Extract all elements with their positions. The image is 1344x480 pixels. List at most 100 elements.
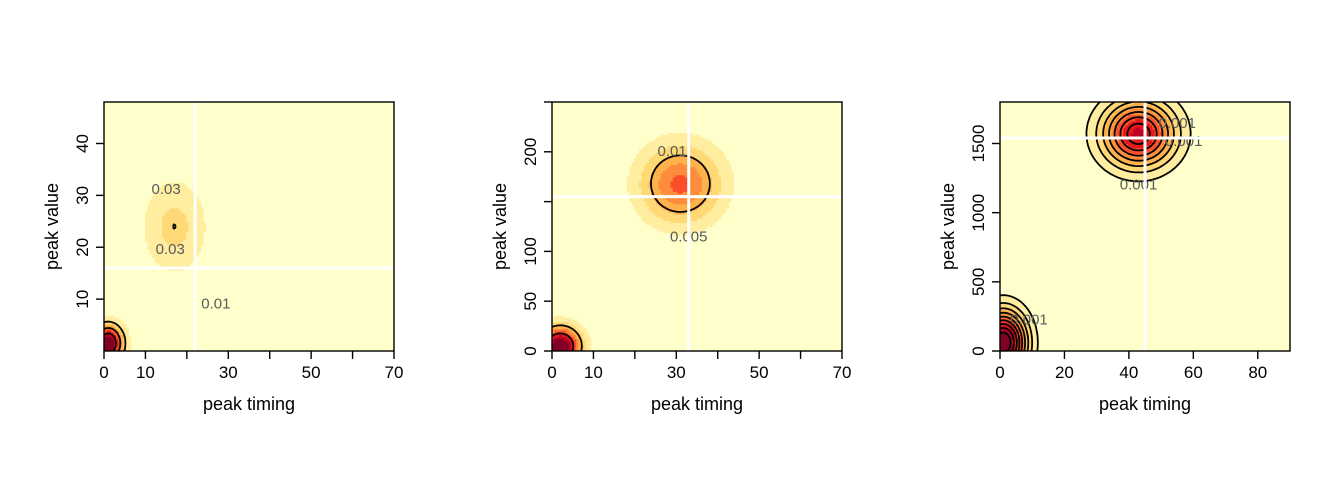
density-cell [171,241,175,244]
density-cell [1164,139,1168,143]
density-cell [1147,176,1151,180]
density-cell [571,319,575,323]
density-cell [682,224,686,228]
density-cell [726,191,730,194]
density-cell [716,199,720,203]
density-cell [186,195,190,199]
density-cell [1103,133,1107,136]
density-cell [658,205,662,209]
density-cell [670,168,674,172]
density-cell [1130,102,1134,105]
density-cell [1111,158,1115,161]
density-cell [648,216,652,219]
density-cell [176,261,180,265]
density-cell [1094,151,1098,155]
density-cell [1186,131,1190,134]
density-cell [164,261,168,265]
density-cell [1106,143,1110,147]
density-cell [651,166,655,169]
density-cell [1157,118,1161,122]
density-cell [1161,153,1165,157]
density-cell [711,164,715,167]
density-cell [176,218,180,221]
density-cell [154,226,158,230]
density-cell [585,342,589,346]
density-cell [1103,112,1107,116]
density-cell [104,324,108,327]
density-cell [186,261,190,265]
density-cell [186,205,190,209]
density-cell [1130,168,1134,172]
density-cell [706,155,710,159]
density-cell [176,214,180,217]
density-cell [1147,108,1151,111]
density-cell [713,160,717,163]
density-cell [1125,174,1129,178]
density-cell [554,342,558,346]
density-cell [709,207,713,211]
density-cell [561,344,565,348]
density-cell [1103,104,1107,107]
density-cell [1106,112,1110,116]
density-cell [566,348,570,351]
density-cell [672,147,676,151]
density-cell [665,205,669,209]
density-cell [672,158,676,161]
density-cell [709,160,713,163]
density-cell [145,234,149,238]
density-cell [1137,114,1141,118]
density-cell [699,155,703,159]
density-cell [716,207,720,211]
density-cell [680,143,684,147]
density-cell [728,174,732,178]
density-cell [726,166,730,169]
density-cell [694,230,698,234]
density-cell [663,187,667,190]
density-cell [1094,112,1098,116]
density-cell [672,135,676,138]
density-cell [677,178,681,182]
density-cell [1135,162,1139,165]
density-cell [668,199,672,203]
density-cell [1181,147,1185,151]
density-cell [709,158,713,161]
density-cell [1014,307,1018,311]
density-cell [663,180,667,184]
density-cell [1094,145,1098,149]
density-cell [721,207,725,211]
density-cell [145,218,149,221]
density-cell [675,187,679,190]
density-cell [694,151,698,155]
density-cell [171,182,175,186]
density-cell [721,205,725,209]
density-cell [670,232,674,236]
density-cell [713,170,717,174]
density-cell [1137,147,1141,151]
density-cell [648,158,652,161]
density-cell [552,346,556,350]
density-cell [668,182,672,186]
density-cell [670,162,674,165]
density-cell [663,216,667,219]
density-cell [663,143,667,147]
density-cell [701,158,705,161]
density-cell [183,185,187,188]
density-cell [1103,160,1107,163]
density-cell [191,230,195,234]
density-cell [699,205,703,209]
density-cell [178,220,182,223]
density-cell [183,187,187,190]
contour-level [1000,102,1182,351]
density-cell [713,201,717,205]
density-cell [1164,145,1168,149]
density-cell [697,174,701,178]
density-cell [106,315,110,319]
density-cell [1000,336,1004,340]
density-cell [1101,114,1105,118]
density-cell [653,147,657,151]
density-cell [660,170,664,174]
density-cell [655,149,659,153]
density-cell [183,263,187,267]
density-cell [658,180,662,184]
density-cell [552,321,556,325]
